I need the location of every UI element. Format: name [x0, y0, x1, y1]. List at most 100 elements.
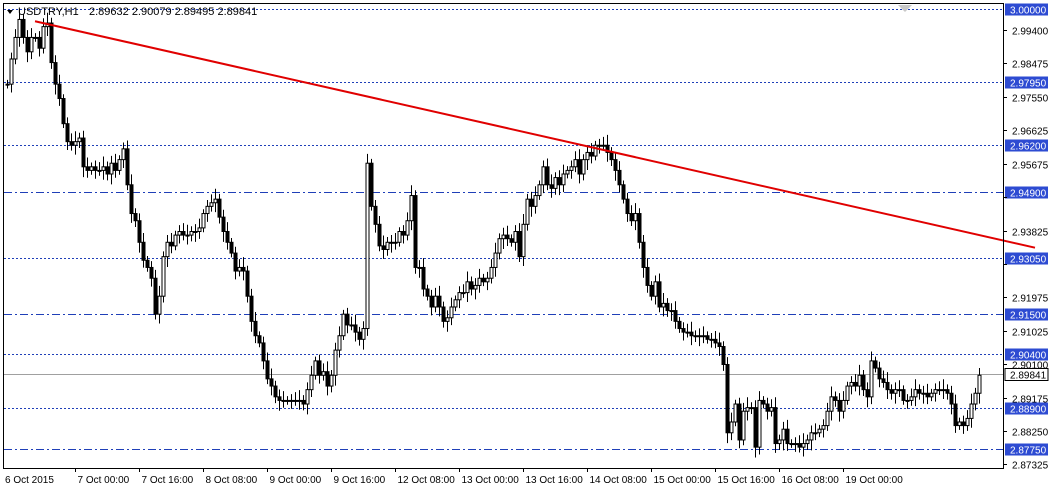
bull-candle — [89, 166, 94, 171]
bull-candle — [845, 385, 850, 401]
bull-candle — [185, 234, 190, 237]
bull-candle — [97, 169, 102, 172]
bull-candle — [485, 277, 490, 283]
bull-candle — [161, 256, 166, 297]
bear-candle — [725, 363, 730, 434]
bear-candle — [625, 198, 630, 215]
bull-candle — [933, 389, 938, 394]
y-tick-label: 2.90100 — [1012, 361, 1049, 372]
x-tick-label: 9 Oct 00:00 — [270, 475, 322, 486]
bear-candle — [657, 281, 662, 308]
bull-candle — [497, 238, 502, 254]
bull-candle — [477, 277, 482, 286]
bear-candle — [681, 328, 686, 333]
bull-candle — [685, 331, 690, 334]
bull-candle — [597, 144, 602, 147]
bull-candle — [285, 399, 290, 402]
x-tick-label: 7 Oct 00:00 — [78, 475, 130, 486]
bear-candle — [705, 335, 710, 340]
bull-candle — [173, 234, 178, 247]
bear-candle — [949, 392, 954, 405]
bull-candle — [741, 410, 746, 441]
bull-candle — [501, 234, 506, 240]
bear-candle — [713, 338, 718, 344]
bull-candle — [77, 137, 82, 143]
y-tick-label: 2.96625 — [1012, 127, 1049, 138]
bull-candle — [121, 148, 126, 161]
bear-candle — [589, 151, 594, 157]
bull-candle — [893, 389, 898, 394]
bull-candle — [977, 374, 982, 394]
bear-candle — [241, 266, 246, 272]
bear-candle — [381, 245, 386, 250]
bull-candle — [569, 166, 574, 171]
bear-candle — [93, 166, 98, 171]
bull-candle — [465, 281, 470, 294]
bull-candle — [957, 421, 962, 427]
bear-candle — [901, 389, 906, 401]
bull-candle — [109, 162, 114, 175]
bull-candle — [661, 302, 666, 308]
bear-candle — [249, 295, 254, 322]
bear-candle — [21, 18, 26, 38]
level-label: 2.94900 — [1010, 189, 1047, 200]
x-tick-label: 6 Oct 2015 — [5, 475, 54, 486]
bull-candle — [321, 371, 326, 376]
bull-candle — [789, 443, 794, 446]
dropdown-arrow-icon[interactable] — [7, 10, 13, 14]
bear-candle — [649, 284, 654, 297]
bull-candle — [929, 392, 934, 398]
bear-candle — [621, 184, 626, 200]
bull-candle — [365, 162, 370, 330]
level-label: 2.91500 — [1010, 311, 1047, 322]
level-label: 2.88900 — [1010, 405, 1047, 416]
chart-shift-marker-icon — [898, 5, 912, 12]
bull-candle — [473, 284, 478, 290]
bull-candle — [565, 169, 570, 175]
bull-candle — [937, 389, 942, 392]
bear-candle — [277, 396, 282, 401]
bear-candle — [233, 252, 238, 272]
x-tick-label: 7 Oct 16:00 — [142, 475, 194, 486]
bull-candle — [541, 166, 546, 186]
bull-candle — [769, 407, 774, 412]
y-tick-label: 2.98475 — [1012, 60, 1049, 71]
bear-candle — [429, 295, 434, 308]
bull-candle — [397, 231, 402, 243]
trendline[interactable] — [34, 20, 1036, 249]
bull-candle — [805, 439, 810, 445]
bull-candle — [337, 335, 342, 351]
bear-candle — [413, 195, 418, 268]
bull-candle — [841, 399, 846, 412]
bull-candle — [581, 159, 586, 175]
bear-candle — [785, 428, 790, 445]
bull-candle — [781, 428, 786, 441]
bull-candle — [533, 195, 538, 207]
bear-candle — [65, 123, 70, 143]
bull-candle — [193, 231, 198, 234]
x-tick-label: 14 Oct 08:00 — [590, 475, 648, 486]
level-label: 2.87750 — [1010, 446, 1047, 457]
bear-candle — [441, 306, 446, 322]
bear-candle — [481, 277, 486, 283]
bull-candle — [553, 177, 558, 189]
bull-candle — [349, 324, 354, 327]
bear-candle — [557, 177, 562, 186]
ohlc-values: 2.89632 2.90079 2.89495 2.89841 — [89, 6, 257, 18]
bull-candle — [521, 223, 526, 258]
y-tick-label: 2.91975 — [1012, 294, 1049, 305]
bull-candle — [341, 313, 346, 337]
bull-candle — [733, 403, 738, 423]
bull-candle — [165, 241, 170, 258]
bull-candle — [73, 141, 78, 146]
bull-candle — [101, 166, 106, 171]
level-label-bg — [1005, 402, 1048, 415]
bear-candle — [113, 162, 118, 171]
bull-candle — [313, 360, 318, 376]
bull-candle — [17, 18, 22, 38]
bear-candle — [677, 320, 682, 330]
bull-candle — [813, 432, 818, 435]
x-tick-label: 9 Oct 16:00 — [334, 475, 386, 486]
bear-candle — [605, 144, 610, 153]
